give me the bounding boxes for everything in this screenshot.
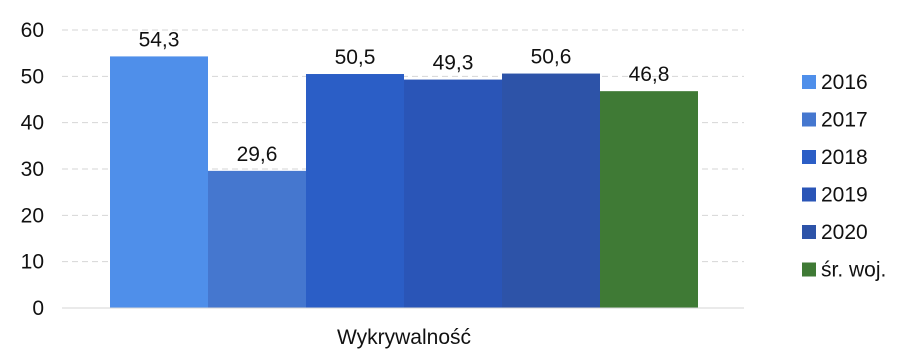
x-category-label: Wykrywalność — [337, 326, 471, 349]
legend-label-2019: 2019 — [821, 184, 868, 207]
legend-swatch-2019 — [802, 187, 816, 202]
legend-label-2017: 2017 — [821, 109, 868, 132]
x-axis: Wykrywalność — [62, 307, 744, 349]
legend-label-2018: 2018 — [821, 146, 868, 169]
legend-label--r-woj-: śr. woj. — [821, 259, 886, 282]
data-label-2016: 54,3 — [139, 28, 180, 51]
y-axis: 0 10 20 30 40 50 60 — [21, 19, 44, 320]
data-label-2020: 50,6 — [531, 46, 572, 69]
data-label-2017: 29,6 — [237, 143, 278, 166]
bars — [110, 56, 698, 309]
y-tick-label-40: 40 — [21, 112, 44, 135]
data-labels: 54,3 29,6 50,5 49,3 50,6 46,8 — [139, 28, 670, 165]
bar--r-woj- — [600, 91, 698, 308]
bar-2020 — [502, 73, 600, 308]
legend-swatch-2016 — [802, 75, 816, 89]
data-label-2018: 50,5 — [335, 46, 376, 69]
legend-swatch-2018 — [802, 150, 816, 164]
bar-2018 — [306, 74, 404, 309]
legend-swatch--r-woj- — [802, 262, 816, 277]
data-label-2019: 49,3 — [433, 52, 474, 75]
legend-label-2016: 2016 — [821, 71, 868, 94]
bar-2017 — [208, 170, 306, 308]
bar-2019 — [404, 79, 502, 309]
legend-swatch-2020 — [802, 225, 816, 239]
y-tick-label-10: 10 — [21, 251, 44, 274]
legend-label-2020: 2020 — [821, 221, 868, 244]
y-tick-label-20: 20 — [21, 204, 44, 227]
y-tick-label-0: 0 — [32, 297, 44, 320]
y-tick-label-60: 60 — [21, 19, 44, 42]
legend-swatch-2017 — [802, 112, 816, 127]
y-tick-label-30: 30 — [21, 158, 44, 181]
bar-2016 — [110, 56, 208, 308]
y-tick-label-50: 50 — [21, 65, 44, 88]
data-label--r-woj-: 46,8 — [629, 63, 670, 86]
legend: 2016 2017 2018 2019 2020 śr. woj. — [802, 71, 886, 282]
